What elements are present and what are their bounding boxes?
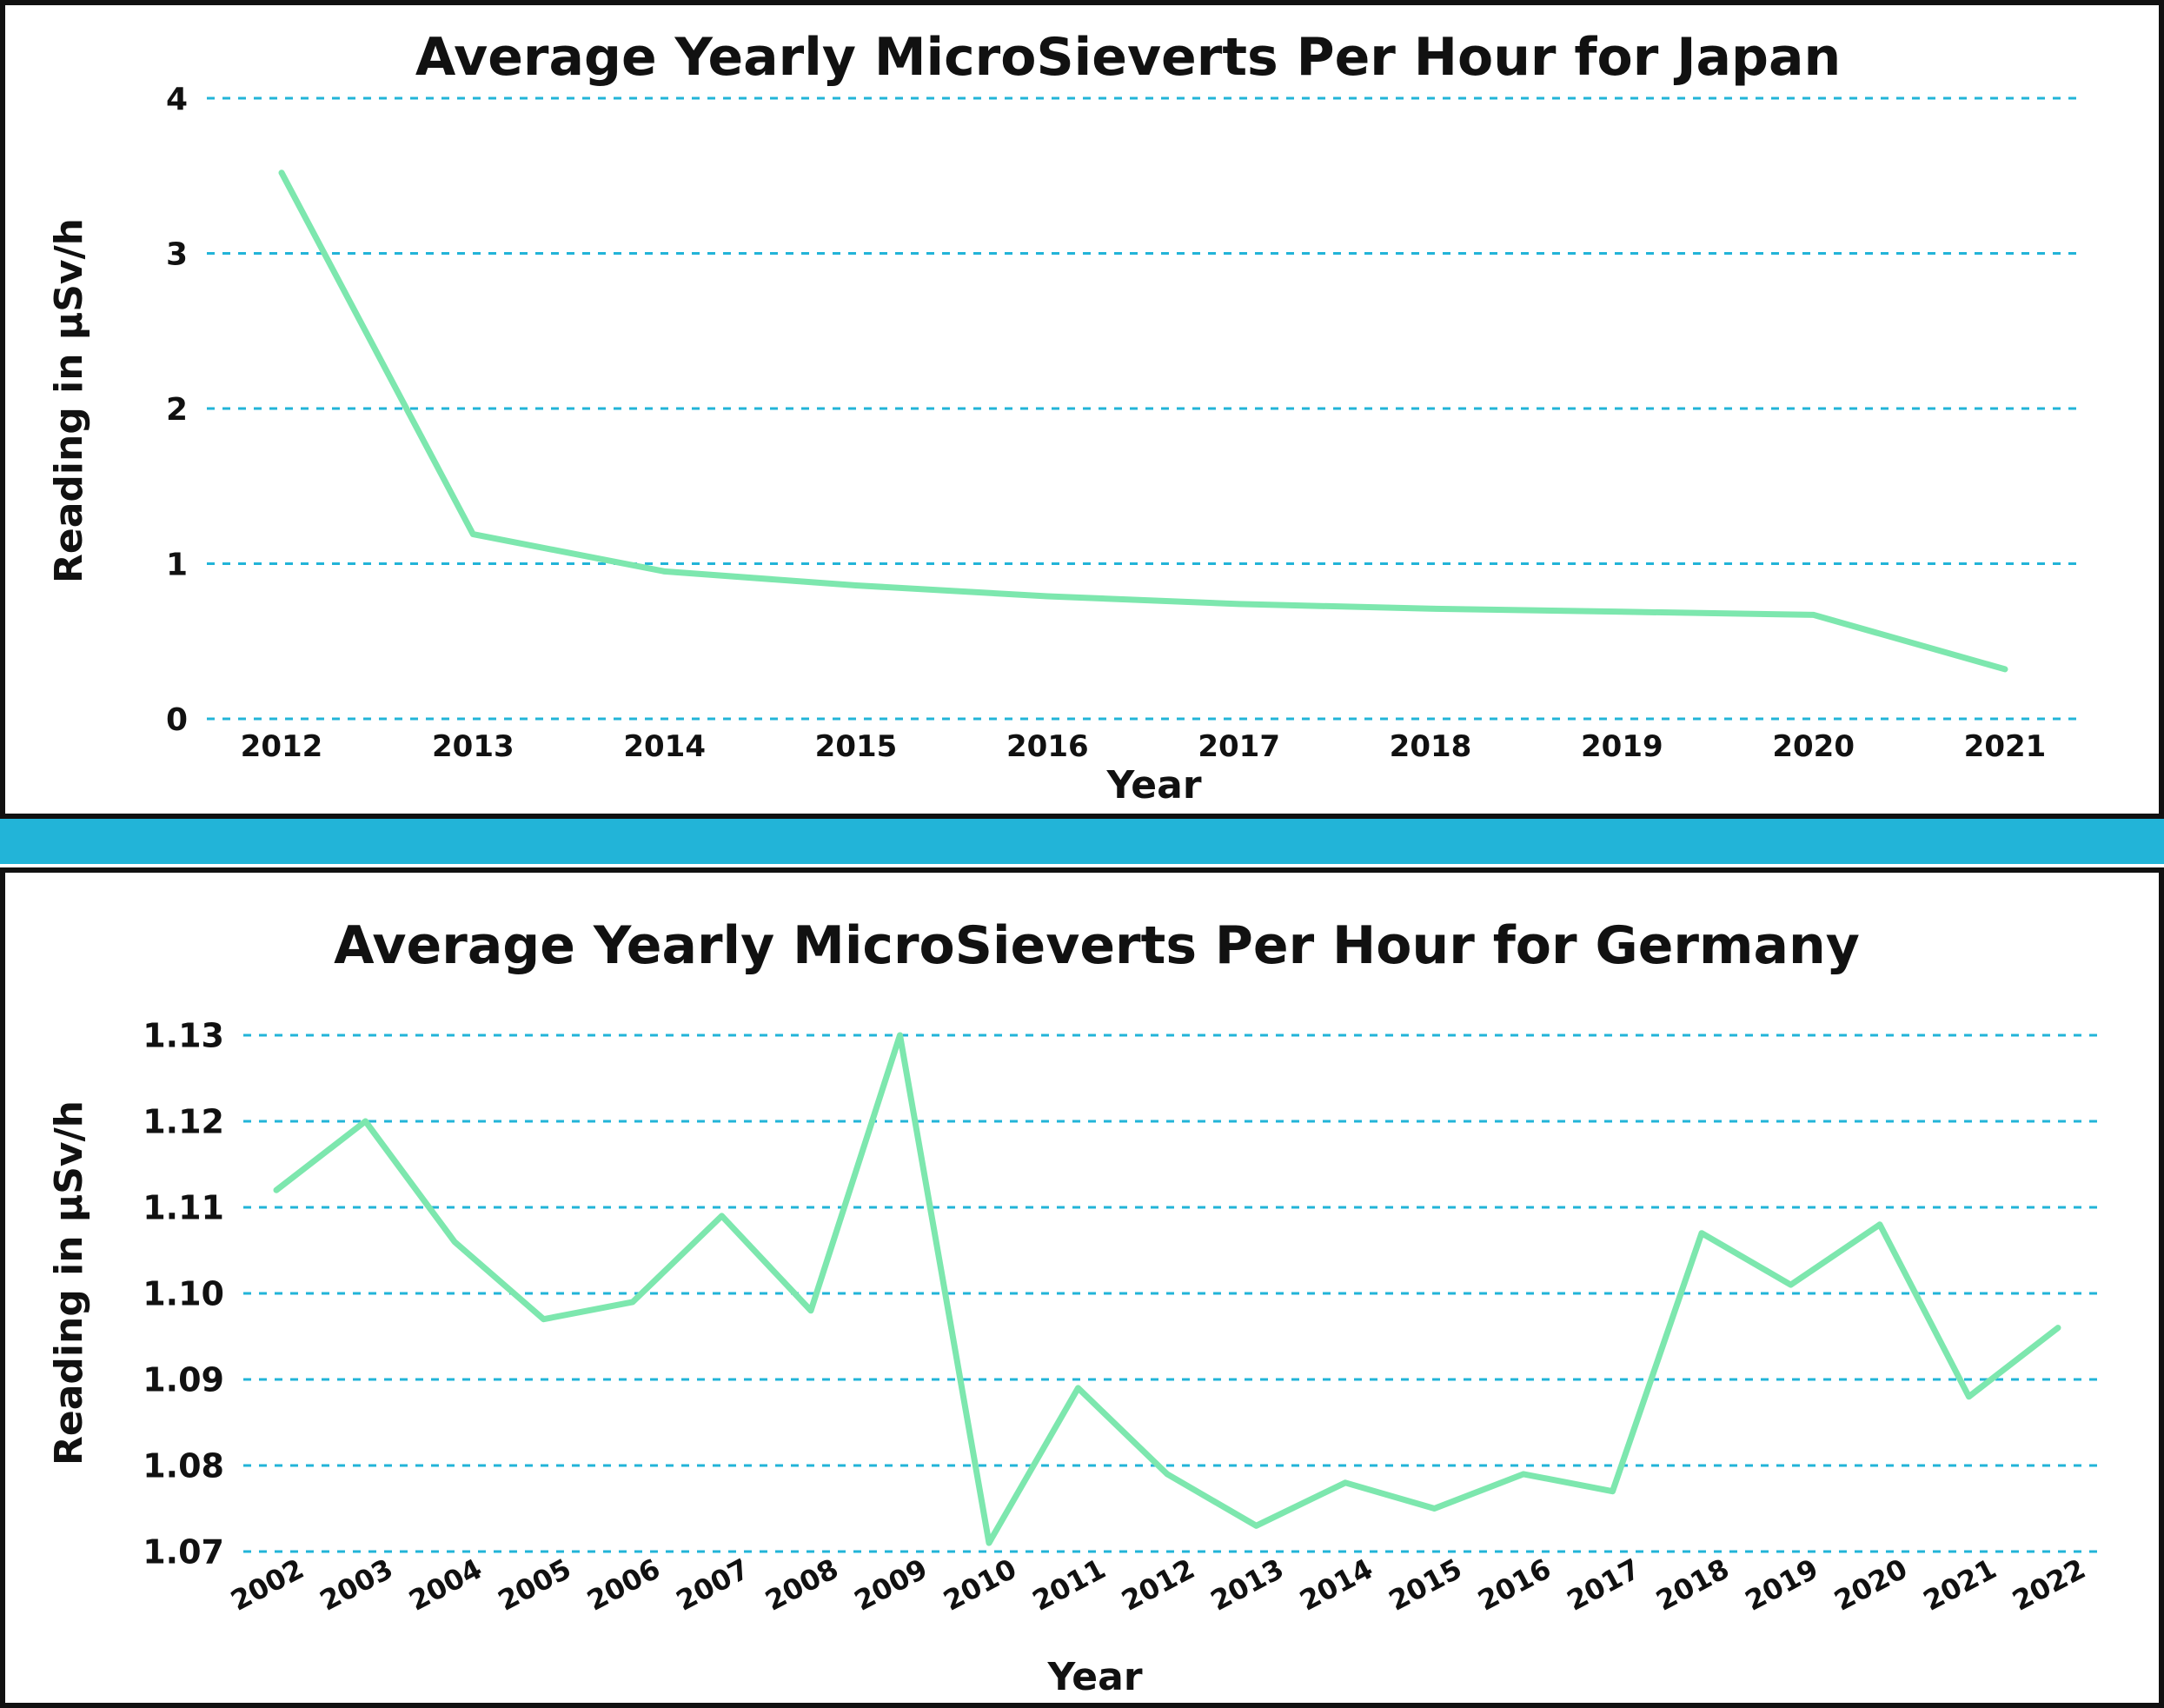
japan-y-tick-label: 0 [166, 702, 188, 738]
germany-x-tick-label: 2017 [1562, 1552, 1645, 1618]
japan-y-axis-ticks: 0 1 2 3 4 [166, 82, 188, 738]
japan-x-tick-label: 2019 [1581, 729, 1663, 764]
germany-x-axis-label: Year [1046, 1655, 1142, 1699]
japan-x-tick-label: 2013 [432, 729, 514, 764]
germany-x-tick-label: 2022 [2007, 1552, 2090, 1618]
japan-y-tick-label: 1 [166, 547, 188, 582]
germany-y-tick-label: 1.13 [143, 1017, 224, 1055]
germany-x-tick-label: 2020 [1829, 1552, 1912, 1618]
germany-x-tick-label: 2002 [225, 1552, 309, 1618]
germany-x-tick-label: 2004 [403, 1552, 487, 1618]
japan-chart-panel: Average Yearly MicroSieverts Per Hour fo… [0, 0, 2164, 819]
japan-x-tick-label: 2018 [1390, 729, 1472, 764]
germany-x-tick-label: 2012 [1116, 1552, 1199, 1618]
japan-x-tick-label: 2012 [241, 729, 323, 764]
japan-y-tick-label: 2 [166, 392, 188, 428]
japan-x-axis-label: Year [1105, 763, 1201, 807]
panel-separator [0, 819, 2164, 864]
germany-y-tick-label: 1.07 [143, 1533, 224, 1572]
germany-y-tick-label: 1.09 [143, 1361, 224, 1399]
japan-y-axis-label: Reading in µSv/h [47, 218, 91, 583]
germany-x-tick-label: 2021 [1918, 1552, 2001, 1618]
japan-x-tick-label: 2016 [1006, 729, 1089, 764]
germany-x-tick-label: 2014 [1294, 1552, 1377, 1618]
japan-y-tick-label: 4 [166, 82, 188, 117]
germany-x-tick-label: 2011 [1027, 1552, 1111, 1618]
germany-chart-panel: Average Yearly MicroSieverts Per Hour fo… [0, 867, 2164, 1708]
germany-y-axis-label: Reading in µSv/h [47, 1100, 91, 1465]
japan-x-tick-label: 2014 [623, 729, 706, 764]
germany-x-tick-label: 2015 [1384, 1552, 1467, 1618]
germany-series [273, 1032, 2061, 1546]
germany-x-tick-label: 2003 [315, 1552, 398, 1618]
germany-x-tick-label: 2008 [760, 1552, 843, 1618]
germany-y-tick-label: 1.11 [143, 1189, 224, 1227]
germany-chart-title: Average Yearly MicroSieverts Per Hour fo… [334, 915, 1860, 976]
germany-x-axis-ticks: 2002 2003 2004 2005 2006 2007 2008 2009 2010 2011… [225, 1552, 2090, 1618]
germany-x-tick-label: 2016 [1472, 1552, 1556, 1618]
germany-x-tick-label: 2007 [671, 1552, 754, 1618]
germany-x-tick-label: 2009 [849, 1552, 933, 1618]
germany-x-tick-label: 2010 [938, 1552, 1021, 1618]
germany-x-tick-label: 2018 [1650, 1552, 1734, 1618]
germany-x-tick-label: 2005 [493, 1552, 576, 1618]
japan-x-tick-label: 2020 [1772, 729, 1855, 764]
germany-x-tick-label: 2019 [1740, 1552, 1823, 1618]
japan-x-tick-label: 2017 [1198, 729, 1280, 764]
japan-x-tick-label: 2021 [1964, 729, 2047, 764]
japan-series [278, 169, 2008, 673]
germany-y-axis-ticks: 1.07 1.08 1.09 1.10 1.11 1.12 1.13 [143, 1017, 224, 1572]
japan-x-tick-label: 2015 [815, 729, 898, 764]
germany-grid [243, 1033, 2100, 1553]
germany-chart: Average Yearly MicroSieverts Per Hour fo… [47, 915, 2100, 1699]
germany-x-tick-label: 2006 [581, 1552, 665, 1618]
japan-x-axis-ticks: 2012 2013 2014 2015 2016 2017 2018 2019 2020 2021 [241, 729, 2047, 764]
japan-grid [207, 96, 2084, 721]
japan-chart-title: Average Yearly MicroSieverts Per Hour fo… [415, 27, 1841, 88]
germany-y-tick-label: 1.12 [143, 1103, 224, 1141]
japan-chart: Average Yearly MicroSieverts Per Hour fo… [47, 27, 2084, 807]
japan-data-line [278, 169, 2008, 673]
germany-data-line [273, 1032, 2061, 1546]
germany-y-tick-label: 1.10 [143, 1275, 224, 1313]
japan-y-tick-label: 3 [166, 236, 188, 272]
germany-x-tick-label: 2013 [1205, 1552, 1289, 1618]
germany-y-tick-label: 1.08 [143, 1447, 224, 1485]
